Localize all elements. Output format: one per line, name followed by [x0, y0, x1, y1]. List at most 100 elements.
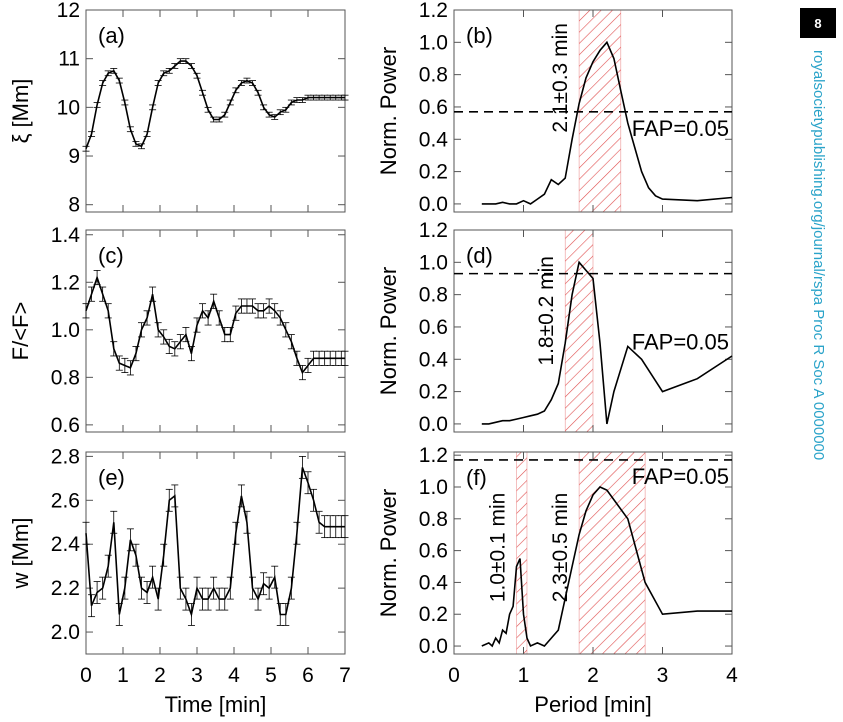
error-bar — [249, 576, 256, 600]
y-tick-label: 9 — [68, 145, 80, 168]
y-tick-label: 0.8 — [419, 64, 448, 87]
y-tick-label: 0.4 — [419, 128, 449, 151]
panel-a: 8 9 10 11 12 (a) ξ [Mm] — [8, 0, 349, 217]
x-tick-label: 1 — [117, 664, 129, 687]
y-axis-label: F/<F> — [8, 302, 33, 361]
error-bar — [265, 576, 273, 600]
band-label: 2.3±0.5 min — [549, 493, 572, 603]
error-bar — [282, 603, 290, 626]
error-bar — [104, 70, 112, 77]
error-bar — [243, 510, 251, 534]
error-bar — [110, 68, 118, 74]
error-bar — [304, 357, 312, 373]
error-bar — [215, 310, 223, 326]
y-tick-label: 2.6 — [51, 489, 80, 512]
plot-frame — [85, 9, 346, 213]
x-tick-label: 2 — [587, 664, 599, 687]
error-bar — [254, 89, 262, 96]
error-bar — [176, 334, 184, 350]
y-tick-label: 1.0 — [51, 319, 80, 342]
journal-side-banner: royalsocietypublishing.org/journal/rspa … — [806, 50, 836, 590]
error-bar — [121, 576, 129, 600]
error-bar — [341, 350, 349, 366]
panel-label: (a) — [98, 23, 125, 48]
error-bar — [232, 87, 240, 94]
y-tick-label: 12 — [57, 0, 80, 22]
error-bar — [341, 515, 349, 539]
error-bar — [82, 303, 90, 319]
error-bar — [221, 111, 229, 118]
error-bar — [132, 346, 140, 362]
error-bar — [171, 484, 179, 508]
error-bar — [143, 310, 151, 326]
error-bar — [88, 594, 96, 618]
error-bar — [182, 327, 190, 343]
error-bar — [204, 310, 212, 326]
error-bar — [176, 576, 184, 600]
error-bar — [276, 310, 284, 326]
error-bar — [265, 298, 273, 314]
error-bar — [282, 106, 290, 113]
y-tick-label: 1.2 — [419, 0, 448, 22]
error-bar — [298, 365, 306, 381]
panel-label: (b) — [466, 23, 493, 48]
y-tick-label: 2.2 — [51, 577, 80, 600]
error-bar — [160, 70, 168, 77]
plot-frame — [85, 451, 346, 655]
panel-label: (c) — [98, 243, 124, 268]
y-tick-label: 0.2 — [419, 161, 448, 184]
y-axis-label: Norm. Power — [376, 267, 401, 395]
error-bar — [132, 543, 140, 567]
y-tick-label: 0.2 — [419, 381, 448, 404]
error-bar — [260, 572, 268, 596]
error-bar — [99, 80, 107, 86]
error-bar — [149, 286, 157, 302]
x-tick-label: 6 — [302, 664, 314, 687]
error-bar — [298, 455, 306, 479]
error-bar — [138, 576, 145, 600]
error-bar — [260, 104, 268, 111]
y-axis-label: ξ [Mm] — [8, 79, 33, 144]
error-bar — [115, 77, 123, 84]
error-bar — [160, 543, 168, 567]
error-bar — [138, 143, 145, 150]
error-bar — [93, 269, 101, 286]
x-tick-label: 5 — [265, 664, 277, 687]
error-bar — [210, 293, 218, 309]
error-bar — [287, 99, 295, 106]
error-bar — [221, 587, 229, 611]
error-bar — [199, 303, 207, 319]
y-tick-label: 1.0 — [419, 31, 448, 54]
error-bar — [143, 581, 151, 604]
error-bar — [210, 576, 218, 600]
fap-label: FAP=0.05 — [632, 116, 729, 141]
fap-label: FAP=0.05 — [632, 330, 729, 355]
confidence-band — [564, 229, 594, 433]
error-bar — [154, 322, 162, 338]
series-line — [85, 467, 345, 618]
error-bar — [187, 603, 195, 626]
error-bar — [171, 341, 179, 357]
error-bar — [82, 521, 90, 545]
panel-label: (f) — [466, 465, 487, 490]
y-tick-label: 1.2 — [419, 444, 448, 467]
error-bar — [271, 565, 279, 589]
series-line — [481, 260, 733, 425]
y-tick-label: 1.2 — [51, 271, 80, 294]
error-bar — [265, 111, 273, 118]
error-bar — [260, 303, 268, 319]
error-bar — [204, 106, 212, 113]
y-tick-label: 1.0 — [419, 476, 448, 499]
error-bar — [154, 80, 162, 86]
series-line — [481, 486, 732, 648]
error-bar — [237, 80, 245, 86]
panel-b: 0.0 0.2 0.4 0.6 0.8 1.0 1.2 (b) Norm. Power FAP=0… — [376, 0, 733, 216]
x-tick-label: 4 — [228, 664, 240, 687]
y-axis-label: w [Mm] — [8, 518, 33, 590]
panel-d: 0.0 0.2 0.4 0.6 0.8 1.0 1.2 (d) Norm. Power FAP=0… — [376, 219, 733, 436]
error-bar — [182, 587, 190, 611]
journal-url-text[interactable]: royalsocietypublishing.org/journal/rspa … — [810, 50, 827, 461]
y-tick-label: 1.0 — [419, 251, 448, 274]
y-axis-label: Norm. Power — [376, 47, 401, 175]
y-tick-label: 0.4 — [419, 348, 449, 371]
